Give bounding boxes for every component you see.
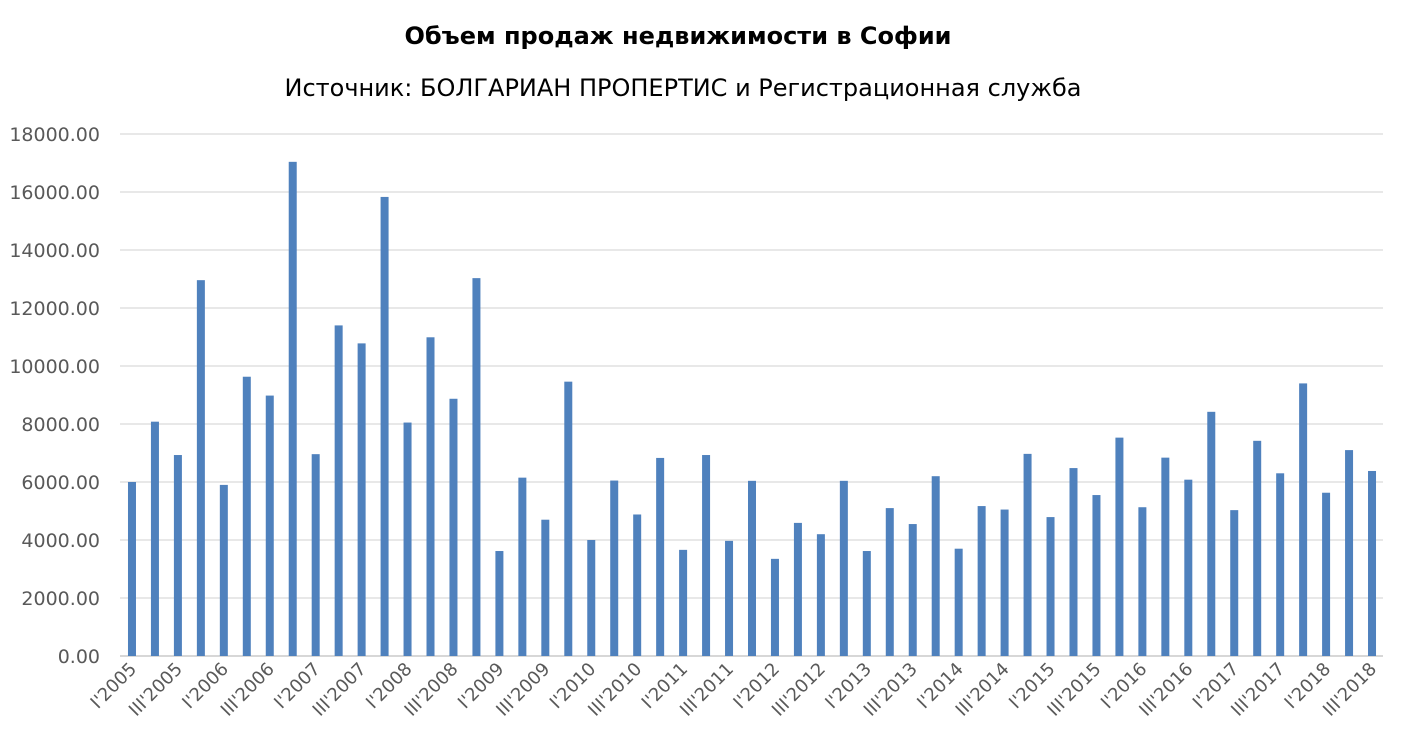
bar xyxy=(725,540,734,656)
bar xyxy=(495,551,504,656)
bar xyxy=(288,161,297,656)
bar xyxy=(885,508,894,656)
bar xyxy=(610,480,619,656)
bar xyxy=(908,524,917,656)
bar xyxy=(265,395,274,656)
bar xyxy=(380,196,389,656)
bar xyxy=(1069,468,1078,656)
bar xyxy=(541,519,550,656)
y-tick-label: 4000.00 xyxy=(21,530,100,552)
bar xyxy=(679,549,688,656)
bar xyxy=(449,398,458,656)
bar xyxy=(334,325,343,656)
bar xyxy=(1000,509,1009,656)
bar xyxy=(311,454,320,656)
y-tick-label: 14000.00 xyxy=(9,240,100,262)
bar xyxy=(564,381,573,656)
bar xyxy=(1023,453,1032,656)
bar xyxy=(1161,457,1170,656)
bar xyxy=(770,558,779,656)
bar xyxy=(1368,470,1377,656)
y-tick-label: 12000.00 xyxy=(9,298,100,320)
bar xyxy=(1299,383,1308,656)
y-tick-label: 16000.00 xyxy=(9,182,100,204)
bar xyxy=(954,548,963,656)
bar xyxy=(173,455,182,656)
y-tick-label: 2000.00 xyxy=(21,588,100,610)
chart-title: Объем продаж недвижимости в Софии xyxy=(404,22,952,50)
bar xyxy=(127,482,136,656)
chart-subtitle: Источник: БОЛГАРИАН ПРОПЕРТИС и Регистра… xyxy=(284,74,1082,102)
y-tick-label: 10000.00 xyxy=(9,356,100,378)
bar xyxy=(816,534,825,656)
bar xyxy=(1207,411,1216,656)
bar xyxy=(219,484,228,656)
bar xyxy=(1322,492,1331,656)
bar xyxy=(518,477,527,656)
bar xyxy=(1092,495,1101,656)
bar xyxy=(862,551,871,656)
bar xyxy=(1253,440,1262,656)
bar xyxy=(357,343,366,656)
bar xyxy=(472,278,481,656)
bar xyxy=(977,506,986,656)
bar xyxy=(242,376,251,656)
y-tick-label: 6000.00 xyxy=(21,472,100,494)
bar xyxy=(587,540,596,656)
bar xyxy=(702,455,711,656)
bar xyxy=(839,480,848,656)
bar xyxy=(403,422,412,656)
bar xyxy=(1115,437,1124,656)
bar xyxy=(1046,517,1055,656)
bar xyxy=(656,457,665,656)
y-tick-label: 0.00 xyxy=(58,646,100,668)
bar xyxy=(1345,450,1354,656)
y-tick-label: 8000.00 xyxy=(21,414,100,436)
bar xyxy=(633,514,642,656)
bar xyxy=(426,337,435,656)
bar xyxy=(1276,473,1285,656)
bar xyxy=(1230,510,1239,656)
bar xyxy=(793,522,802,656)
y-tick-label: 18000.00 xyxy=(9,124,100,146)
bar xyxy=(931,476,940,656)
bar xyxy=(1184,479,1193,656)
bar xyxy=(150,421,159,656)
bar xyxy=(1138,507,1147,656)
bar xyxy=(748,480,756,656)
bar xyxy=(196,280,205,656)
